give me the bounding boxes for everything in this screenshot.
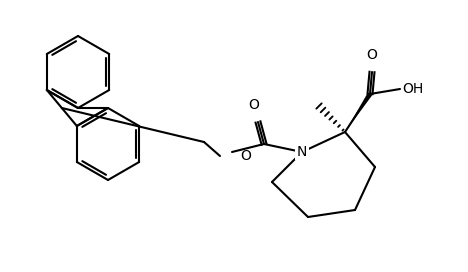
Polygon shape (345, 93, 372, 132)
Text: N: N (297, 145, 307, 159)
Text: O: O (366, 48, 377, 62)
Text: OH: OH (402, 82, 423, 96)
Text: O: O (249, 98, 259, 112)
Text: O: O (241, 149, 251, 163)
